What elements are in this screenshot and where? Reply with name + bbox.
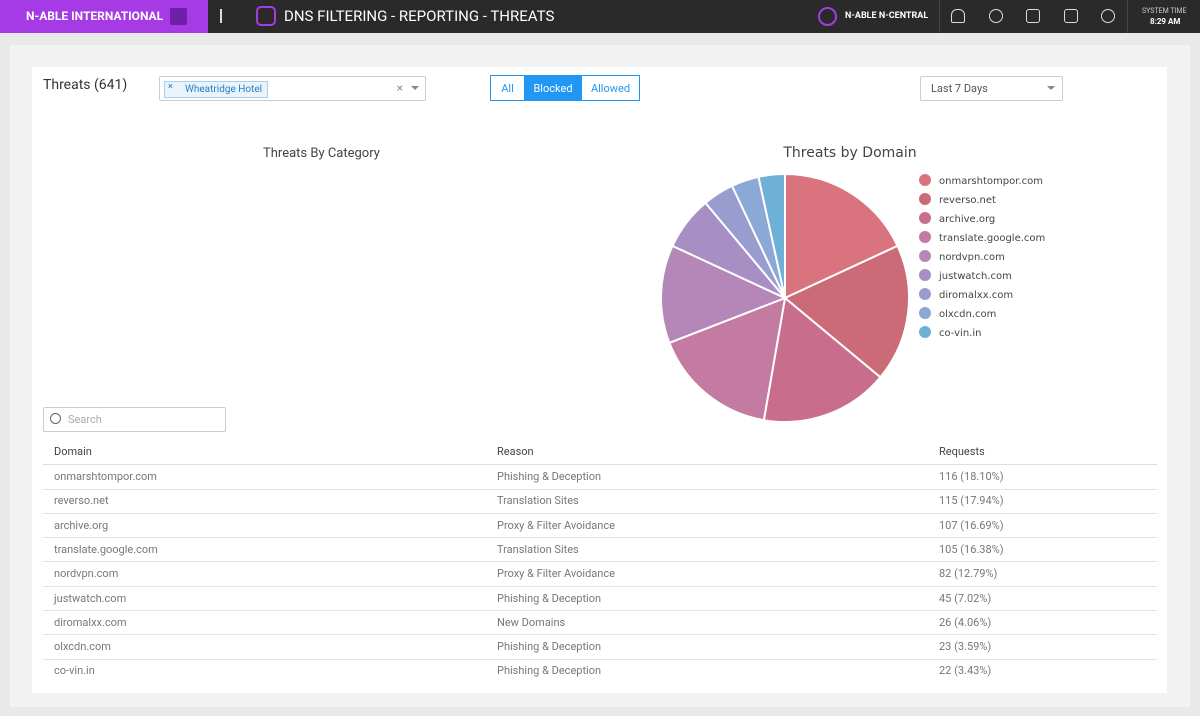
chip-remove[interactable]: ×: [168, 82, 173, 92]
product-icon: [818, 7, 837, 26]
legend-label: reverso.net: [939, 195, 996, 206]
row-divider: [43, 585, 1157, 587]
row-divider: [43, 537, 1157, 539]
table-cell: Phishing & Deception: [497, 640, 602, 654]
table-cell: co-vin.in: [54, 664, 95, 678]
site-filter[interactable]: ×: [159, 76, 426, 101]
brand-dropdown[interactable]: [170, 8, 187, 25]
system-time-label: SYSTEM TIME: [1142, 7, 1187, 15]
table-cell: Proxy & Filter Avoidance: [497, 567, 615, 581]
table-cell: 45 (7.02%): [939, 591, 992, 605]
pie-slice: [784, 172, 899, 300]
clear-button[interactable]: ×: [396, 81, 403, 95]
menu-toggle[interactable]: [220, 9, 236, 23]
row-divider: [43, 561, 1157, 563]
table-cell: diromalxx.com: [54, 615, 127, 629]
system-time: 8:29 AM: [1150, 17, 1181, 26]
table-cell: 26 (4.06%): [939, 615, 992, 629]
threats-count: Threats (641): [43, 77, 128, 93]
panel: [32, 67, 1167, 693]
row-divider: [43, 512, 1157, 514]
legend-swatch: [919, 212, 931, 224]
row-divider: [43, 658, 1157, 660]
legend-label: diromalxx.com: [939, 290, 1013, 301]
notifications[interactable]: [951, 9, 965, 23]
legend-swatch: [919, 288, 931, 300]
search-input[interactable]: Search: [43, 407, 226, 432]
domain-chart: Threats by Domain onmarshtompor.com rever…: [660, 145, 1045, 423]
top-bar: N-ABLE INTERNATIONAL DNS FILTERING - REP…: [0, 0, 1200, 33]
legend-swatch: [919, 326, 931, 338]
table-cell: Phishing & Deception: [497, 591, 602, 605]
row-divider: [43, 488, 1157, 490]
legend-swatch: [919, 174, 931, 186]
segment-button[interactable]: All: [490, 75, 525, 101]
table-cell: 82 (12.79%): [939, 567, 998, 581]
table-cell: translate.google.com: [54, 542, 158, 556]
table-cell: New Domains: [497, 615, 566, 629]
table-cell: 22 (3.43%): [939, 664, 992, 678]
legend-label: olxcdn.com: [939, 309, 996, 320]
legend-label: nordvpn.com: [939, 252, 1005, 263]
legend-swatch: [919, 231, 931, 243]
table-cell: Proxy & Filter Avoidance: [497, 518, 615, 532]
table-cell: nordvpn.com: [54, 567, 119, 581]
table-cell: 105 (16.38%): [939, 542, 1004, 556]
table-cell: 115 (17.94%): [939, 494, 1004, 508]
pie-slice: [757, 172, 786, 299]
product-name[interactable]: N-ABLE N-CENTRAL: [845, 11, 929, 21]
legend-label: translate.google.com: [939, 233, 1045, 244]
pie-slice: [668, 296, 787, 422]
pie-slice: [762, 296, 882, 423]
table-cell: Translation Sites: [497, 542, 579, 556]
range-select[interactable]: Last 7 Days: [920, 76, 1063, 101]
dropdown-caret: [411, 86, 419, 94]
user[interactable]: [989, 9, 1003, 23]
legend-swatch: [919, 307, 931, 319]
legend-label: justwatch.com: [938, 271, 1012, 282]
segment-button[interactable]: Blocked: [524, 75, 582, 101]
page-title: DNS FILTERING - REPORTING - THREATS: [284, 7, 555, 25]
search-icon: [50, 413, 61, 424]
separator: [1127, 0, 1128, 33]
table-cell: olxcdn.com: [54, 640, 111, 654]
table-cell: Phishing & Deception: [497, 470, 602, 483]
chart-title: Threats by Domain: [782, 145, 916, 161]
table-cell: justwatch.com: [54, 591, 127, 605]
messages[interactable]: [1064, 9, 1078, 23]
column-header: Requests: [939, 445, 985, 458]
legend-label: onmarshtompor.com: [939, 176, 1043, 187]
logout[interactable]: [1026, 9, 1040, 23]
category-chart-title: Threats By Category: [263, 146, 380, 161]
table-cell: archive.org: [54, 518, 109, 532]
legend-swatch: [919, 250, 931, 262]
row-divider: [43, 634, 1157, 636]
pie-slice: [783, 244, 910, 379]
site-chip[interactable]: Wheatridge Hotel: [164, 81, 269, 98]
legend-label: archive.org: [939, 214, 995, 225]
segment-button[interactable]: Allowed: [581, 75, 640, 101]
table-cell: onmarshtompor.com: [54, 470, 157, 483]
table-cell: Phishing & Deception: [497, 664, 602, 678]
header-divider: [43, 464, 1157, 465]
column-header: Reason: [497, 445, 534, 458]
page-icon: [256, 6, 276, 26]
table-cell: reverso.net: [54, 494, 109, 508]
pie-slice: [660, 244, 788, 345]
table-cell: 116 (18.10%): [939, 470, 1004, 483]
table-cell: 107 (16.69%): [939, 518, 1004, 532]
dropdown-caret: [1047, 86, 1055, 94]
table-cell: Translation Sites: [497, 494, 579, 508]
column-header: Domain: [54, 445, 92, 458]
legend-swatch: [919, 193, 931, 205]
legend-swatch: [919, 269, 931, 281]
row-divider: [43, 610, 1157, 611]
legend-label: co-vin.in: [939, 328, 981, 339]
table-cell: 23 (3.59%): [939, 640, 992, 654]
separator: [939, 0, 940, 33]
help[interactable]: [1101, 9, 1115, 23]
